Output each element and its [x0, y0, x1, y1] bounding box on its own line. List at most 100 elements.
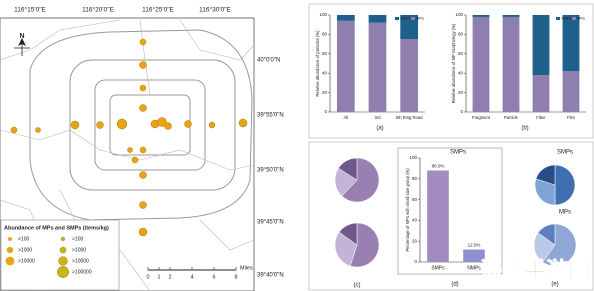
y-tick-label: 20	[458, 90, 464, 95]
legend-symbol	[5, 256, 15, 266]
bar-segment	[502, 16, 520, 112]
sample-site	[138, 227, 148, 237]
legend-symbol	[58, 256, 68, 266]
legend-label: SMPs	[561, 16, 572, 21]
y-tick-label: 0	[324, 109, 327, 114]
latitude-label: 39°50'0"N	[257, 168, 284, 174]
sample-site	[116, 118, 128, 130]
latitude-label: 39°40'0"N	[257, 273, 284, 279]
y-axis-label: Relative abundance of MP morphology (%)	[451, 23, 456, 103]
value-label: 12.0%	[468, 243, 481, 248]
legend-label: >10000	[18, 258, 35, 264]
panel-label: (c)	[354, 283, 361, 289]
sample-site	[35, 127, 41, 133]
north-label: N	[19, 33, 24, 40]
pie-slice	[554, 164, 576, 206]
longitude-label: 116°30'0"E	[199, 6, 231, 14]
pie-slice	[537, 223, 556, 246]
legend-label: >1000	[72, 247, 86, 253]
bar-segment	[502, 15, 520, 17]
panel-d-frame	[397, 147, 503, 275]
legend-label: MPs	[416, 16, 424, 21]
bar-segment	[336, 20, 355, 112]
y-tick-label: 100	[319, 12, 327, 17]
bar-segment	[472, 15, 490, 17]
sample-site	[139, 38, 147, 46]
sample-site	[131, 156, 139, 164]
y-tick-label: 40	[412, 218, 418, 223]
chart-title: SMPs	[450, 150, 466, 156]
legend-symbol	[61, 236, 66, 241]
y-axis-label: Relative abundance of particles (%)	[315, 30, 320, 97]
sample-site	[139, 84, 147, 92]
sample-site	[238, 118, 248, 128]
district-boundaries	[0, 19, 255, 291]
legend-symbol	[59, 246, 67, 254]
pie-slice	[338, 222, 358, 246]
y-tick-label: 40	[458, 70, 464, 75]
y-tick-label: 20	[412, 238, 418, 243]
sample-site	[164, 122, 172, 130]
y-tick-label: 80	[322, 32, 328, 37]
y-tick-label: 40	[322, 70, 328, 75]
y-tick-label: 100	[455, 12, 463, 17]
bar-segment	[532, 75, 550, 112]
legend-swatch	[411, 17, 415, 20]
chart-title: SMPs	[557, 150, 573, 156]
north-arrow	[14, 38, 30, 56]
legend-symbol	[8, 237, 12, 241]
y-tick-label: 100	[409, 155, 417, 160]
y-tick-label: 20	[322, 90, 328, 95]
x-tick-label: All	[344, 115, 349, 120]
panel-label: (a)	[376, 126, 383, 132]
value-label: 88.0%	[432, 164, 445, 169]
latitude-label: 39°45'0"N	[257, 220, 284, 226]
bar-segment	[532, 15, 550, 76]
legend-label: SMPs	[400, 16, 411, 21]
pie-slice	[535, 164, 556, 186]
x-tick-label: Fiber	[536, 115, 546, 120]
bar	[427, 170, 449, 262]
y-axis-label: Percentage of MPs with small size group …	[405, 168, 410, 252]
y-tick-label: 0	[460, 109, 463, 114]
y-tick-label: 80	[412, 176, 418, 181]
x-tick-label: Fragment	[472, 115, 491, 120]
scale-label: 1	[157, 274, 160, 280]
chart-title: MPs	[559, 210, 571, 216]
bar-segment	[368, 15, 387, 23]
legend-label: >100	[18, 236, 29, 242]
sample-site	[139, 171, 147, 179]
longitude-label: 116°20'0"E	[82, 6, 114, 14]
panel-label: (d)	[451, 282, 458, 288]
y-tick-label: 0	[414, 259, 417, 264]
bar-segment	[562, 15, 580, 72]
legend-label: >1000	[18, 247, 32, 253]
latitude-label: 39°55'0"N	[257, 113, 284, 119]
legend-label: >100000	[72, 269, 92, 275]
x-tick-label: SMPs	[431, 265, 445, 271]
sample-site	[184, 120, 192, 128]
x-tick-label: 5th Ring Road	[396, 115, 423, 120]
sample-site	[139, 146, 147, 154]
bottom-panel-frame	[308, 141, 594, 291]
sample-site	[139, 201, 147, 209]
pie-slice	[341, 157, 380, 203]
y-tick-label: 60	[412, 197, 418, 202]
sample-site	[208, 121, 216, 129]
sample-site	[157, 117, 167, 127]
pie-slice	[542, 223, 577, 267]
x-tick-label: Film	[567, 115, 575, 120]
bar	[463, 249, 485, 262]
latitude-label: 40°0'0"N	[257, 58, 280, 64]
x-tick-label: 3rd	[374, 115, 381, 120]
longitude-label: 116°15'0"E	[14, 6, 46, 14]
legend-symbol	[57, 266, 69, 278]
bar-segment	[400, 39, 419, 112]
pie-slice	[334, 231, 358, 267]
legend-swatch	[395, 17, 399, 20]
pie-slice	[533, 232, 556, 263]
scale-label: 6	[212, 274, 215, 280]
y-tick-label: 80	[458, 32, 464, 37]
legend-label: MPs	[577, 16, 585, 21]
